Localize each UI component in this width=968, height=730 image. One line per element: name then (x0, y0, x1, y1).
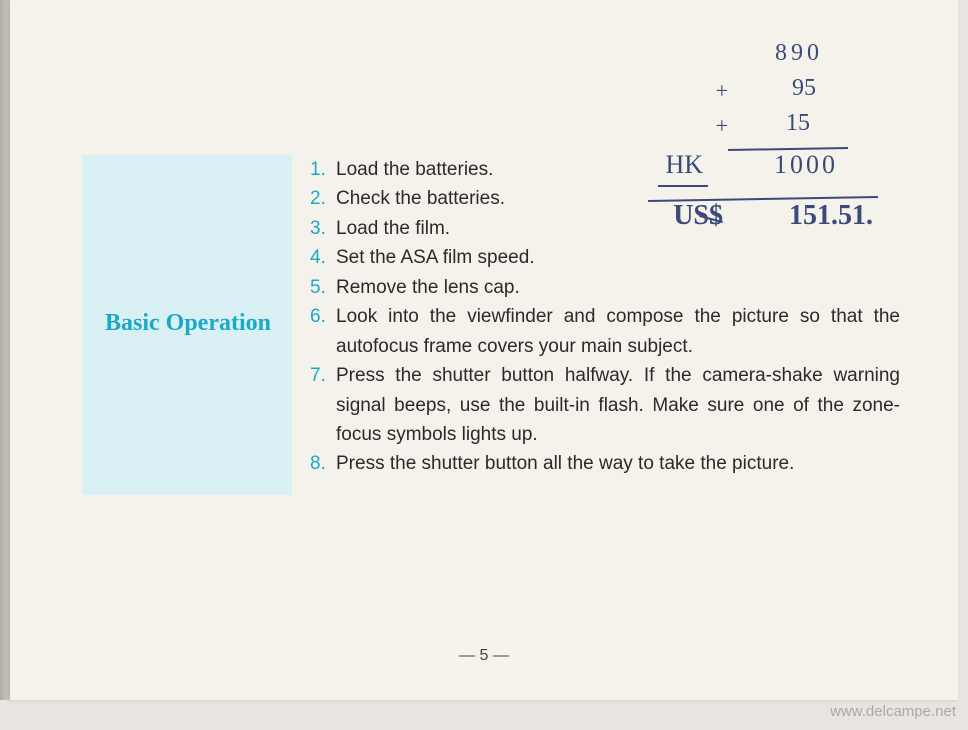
handwritten-plus-2: + (716, 113, 728, 139)
handwritten-currency-hk: HK (665, 150, 703, 180)
section-title: Basic Operation (88, 310, 288, 337)
page-binding (0, 0, 10, 700)
instruction-item: Press the shutter button all the way to … (310, 449, 900, 478)
instruction-item: Press the shutter button halfway. If the… (310, 361, 900, 449)
page-number: — 5 — (10, 647, 958, 665)
handwritten-value-3: 15 (786, 110, 810, 137)
watermark-text: www.delcampe.net (830, 703, 956, 720)
handwritten-value-1: 890 (775, 40, 823, 67)
handwritten-result: 151.51. (789, 200, 873, 232)
handwritten-plus-1: + (716, 78, 728, 104)
handwritten-currency-us: US$ (673, 200, 723, 232)
manual-page: Basic Operation Load the batteries. Chec… (10, 0, 958, 700)
handwritten-sum: 1000 (774, 150, 838, 180)
instruction-item: Set the ASA film speed. (310, 243, 900, 272)
handwritten-value-2: 95 (792, 75, 816, 102)
instruction-item: Look into the viewfinder and compose the… (310, 302, 900, 361)
instruction-item: Remove the lens cap. (310, 273, 900, 302)
handwritten-hk-underline (658, 185, 708, 187)
